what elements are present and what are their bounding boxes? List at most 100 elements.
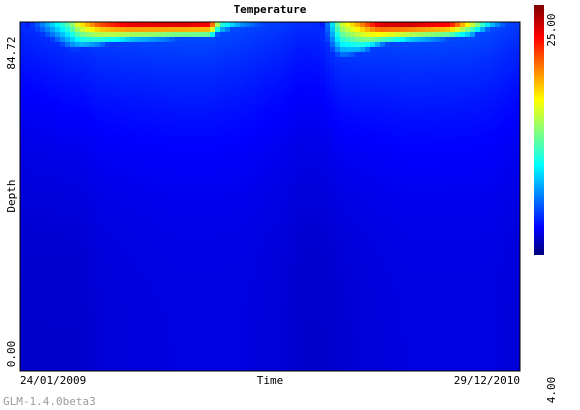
heatmap-cell [275, 296, 281, 302]
heatmap-cell [335, 56, 341, 63]
heatmap-cell [120, 111, 126, 118]
heatmap-cell [250, 236, 256, 242]
heatmap-cell [65, 176, 71, 183]
heatmap-cell [210, 191, 216, 198]
heatmap-cell [145, 321, 151, 327]
heatmap-cell [240, 22, 246, 28]
heatmap-cell [90, 236, 96, 242]
heatmap-cell [300, 276, 306, 282]
heatmap-cell [250, 61, 256, 68]
heatmap-cell [60, 96, 66, 103]
heatmap-cell [85, 326, 91, 332]
heatmap-cell [175, 216, 181, 223]
heatmap-cell [100, 246, 106, 252]
heatmap-cell [340, 266, 346, 272]
heatmap-cell [90, 311, 96, 317]
heatmap-cell [25, 291, 31, 297]
heatmap-cell [170, 46, 176, 53]
heatmap-cell [160, 191, 166, 198]
heatmap-cell [360, 56, 366, 63]
heatmap-cell [370, 306, 376, 312]
heatmap-cell [335, 41, 341, 48]
heatmap-cell [375, 76, 381, 83]
heatmap-cell [280, 356, 286, 362]
heatmap-cell [260, 341, 266, 347]
heatmap-cell [55, 91, 61, 98]
heatmap-cell [40, 226, 46, 232]
heatmap-cell [30, 331, 36, 337]
heatmap-cell [75, 136, 81, 143]
heatmap-cell [280, 41, 286, 48]
heatmap-cell [65, 91, 71, 98]
heatmap-cell [195, 141, 201, 148]
heatmap-cell [300, 101, 306, 108]
heatmap-cell [40, 31, 46, 38]
heatmap-cell [250, 341, 256, 347]
heatmap-cell [180, 81, 186, 88]
heatmap-cell [140, 236, 146, 242]
heatmap-cell [165, 346, 171, 352]
heatmap-cell [110, 151, 116, 158]
heatmap-cell [45, 186, 51, 193]
heatmap-cell [125, 46, 131, 53]
heatmap-cell [175, 41, 181, 48]
heatmap-cell [310, 96, 316, 103]
heatmap-cell [105, 111, 111, 118]
heatmap-cell [70, 156, 76, 163]
heatmap-cell [110, 271, 116, 277]
heatmap-cell [370, 76, 376, 83]
heatmap-cell [75, 161, 81, 168]
heatmap-cell [215, 101, 221, 108]
heatmap-cell [290, 96, 296, 103]
heatmap-cell [340, 176, 346, 183]
heatmap-cell [65, 66, 71, 73]
heatmap-cell [145, 166, 151, 173]
heatmap-cell [120, 331, 126, 337]
heatmap-cell [200, 166, 206, 173]
heatmap-cell [185, 176, 191, 183]
heatmap-cell [295, 336, 301, 342]
heatmap-cell [365, 316, 371, 322]
heatmap-cell [240, 111, 246, 118]
heatmap-cell [360, 126, 366, 133]
heatmap-cell [295, 86, 301, 93]
heatmap-cell [310, 141, 316, 148]
heatmap-cell [110, 51, 116, 58]
heatmap-cell [100, 22, 106, 28]
heatmap-cell [340, 161, 346, 168]
heatmap-cell [290, 241, 296, 247]
heatmap-cell [345, 146, 351, 153]
heatmap-cell [320, 201, 326, 208]
heatmap-cell [275, 211, 281, 218]
heatmap-cell [140, 316, 146, 322]
heatmap-cell [250, 231, 256, 237]
heatmap-cell [80, 56, 86, 63]
heatmap-cell [340, 231, 346, 237]
heatmap-cell [265, 226, 271, 232]
heatmap-cell [190, 96, 196, 103]
heatmap-cell [200, 176, 206, 183]
heatmap-cell [130, 51, 136, 58]
heatmap-cell [110, 96, 116, 103]
heatmap-cell [45, 211, 51, 218]
heatmap-cell [370, 181, 376, 188]
heatmap-cell [40, 22, 46, 28]
heatmap-cell [295, 66, 301, 73]
heatmap-cell [170, 181, 176, 188]
heatmap-cell [325, 351, 331, 357]
heatmap-cell [155, 331, 161, 337]
heatmap-cell [55, 22, 61, 28]
heatmap-cell [310, 361, 316, 367]
heatmap-cell [345, 356, 351, 362]
heatmap-cell [85, 301, 91, 307]
heatmap-cell [175, 346, 181, 352]
heatmap-cell [55, 116, 61, 123]
heatmap-cell [70, 41, 76, 48]
heatmap-cell [60, 131, 66, 138]
heatmap-cell [215, 341, 221, 347]
heatmap-cell [225, 226, 231, 232]
heatmap-cell [280, 131, 286, 138]
heatmap-cell [240, 331, 246, 337]
heatmap-cell [185, 301, 191, 307]
heatmap-cell [250, 121, 256, 128]
